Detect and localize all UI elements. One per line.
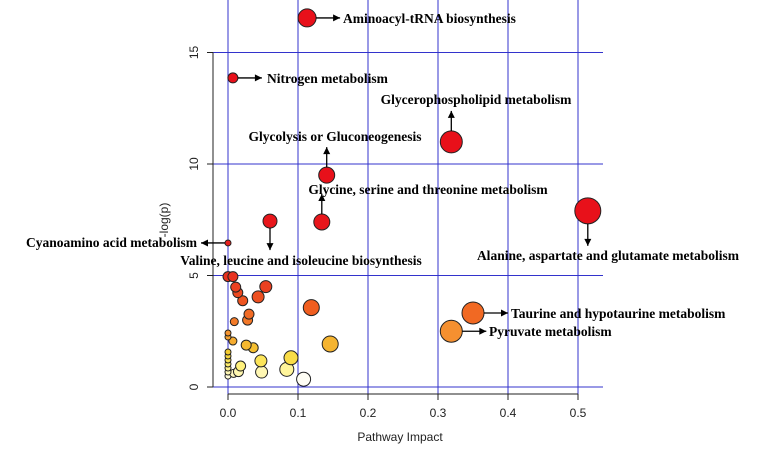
data-point [254, 354, 268, 368]
arrowhead-icon [318, 193, 326, 201]
data-point [439, 130, 463, 154]
pathway-label: Glycerophospholipid metabolism [381, 92, 572, 107]
y-tick-label: 15 [187, 46, 201, 60]
data-point [224, 329, 232, 337]
data-point [461, 301, 485, 325]
data-point [230, 281, 242, 293]
pathway-label: Cyanoamino acid metabolism [26, 235, 198, 250]
data-point [262, 213, 278, 229]
arrowhead-icon [501, 309, 508, 317]
data-point [255, 365, 269, 379]
data-point [227, 271, 239, 283]
data-point [283, 350, 299, 366]
x-tick-label: 0.0 [220, 406, 237, 420]
y-tick-label: 5 [187, 272, 201, 279]
pathway-label: Taurine and hypotaurine metabolism [511, 306, 726, 321]
y-tick-label: 0 [187, 383, 201, 390]
data-point [321, 335, 339, 353]
pathway-label: Glycolysis or Gluconeogenesis [248, 129, 421, 144]
y-tick-label: 10 [187, 157, 201, 171]
data-point [240, 339, 252, 351]
pathway-label: Valine, leucine and isoleucine biosynthe… [180, 253, 421, 268]
data-point [251, 290, 265, 304]
x-tick-label: 0.2 [360, 406, 377, 420]
data-point [227, 72, 239, 84]
arrowhead-icon [584, 238, 592, 246]
data-point [297, 8, 317, 28]
x-axis-label: Pathway Impact [357, 430, 443, 444]
arrowhead-icon [201, 239, 208, 247]
pathway-label: Alanine, aspartate and glutamate metabol… [477, 248, 740, 263]
arrowhead-icon [266, 243, 274, 251]
pathway-label: Pyruvate metabolism [489, 324, 612, 339]
pathway-label: Aminoacyl-tRNA biosynthesis [343, 11, 516, 26]
data-point [243, 308, 255, 320]
data-point [224, 348, 232, 356]
data-point [224, 239, 232, 247]
arrowhead-icon [254, 74, 262, 82]
data-point [235, 360, 247, 372]
x-tick-label: 0.1 [290, 406, 307, 420]
arrowhead-icon [447, 110, 455, 118]
data-point [237, 295, 249, 307]
data-point [259, 280, 273, 294]
arrowhead-icon [323, 147, 331, 155]
data-point [318, 166, 336, 184]
y-axis-label: -log(p) [157, 203, 171, 238]
pathway-label: Nitrogen metabolism [267, 71, 389, 86]
x-tick-label: 0.3 [430, 406, 447, 420]
arrowhead-icon [333, 14, 341, 22]
x-tick-label: 0.4 [500, 406, 517, 420]
x-tick-label: 0.5 [570, 406, 587, 420]
pathway-label: Glycine, serine and threonine metabolism [308, 182, 548, 197]
data-point [229, 317, 239, 327]
data-point [313, 213, 331, 231]
data-point [296, 371, 312, 387]
data-point [302, 299, 320, 317]
arrowhead-icon [479, 327, 487, 335]
data-point [439, 319, 463, 343]
data-point [228, 336, 238, 346]
data-point [574, 197, 602, 225]
